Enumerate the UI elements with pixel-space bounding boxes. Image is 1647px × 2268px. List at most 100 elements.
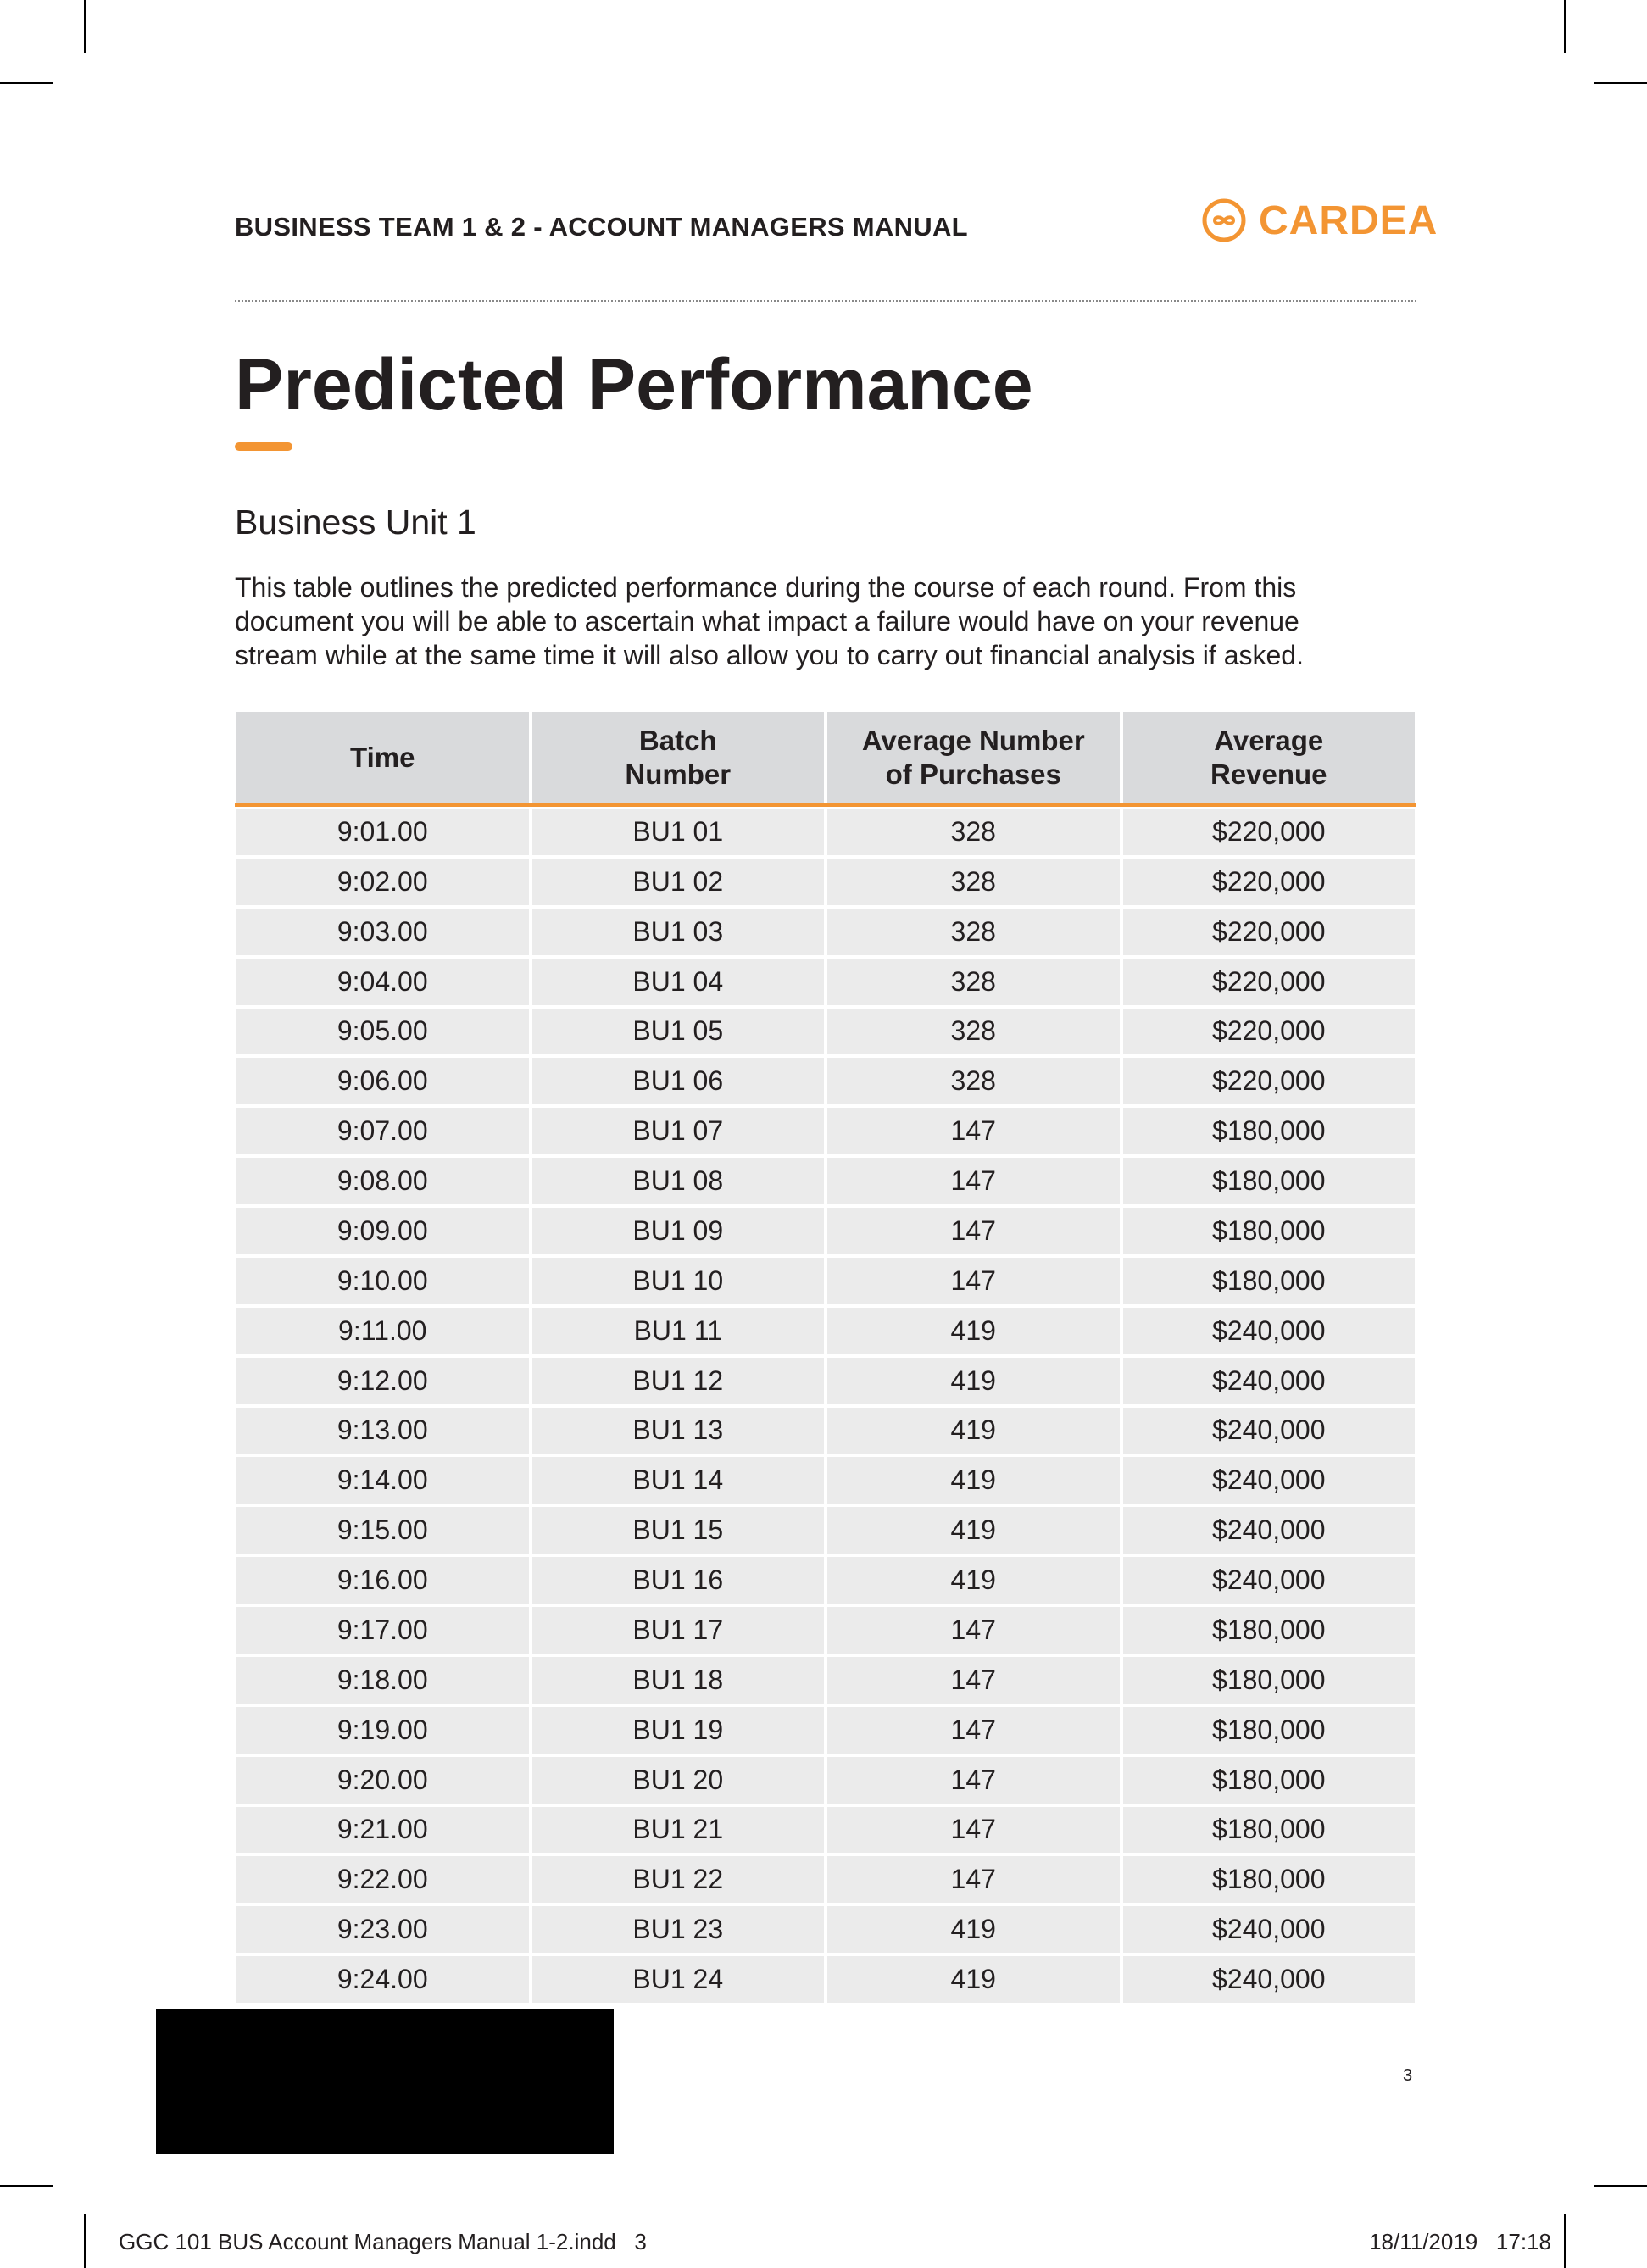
table-cell: 9:17.00 (236, 1607, 529, 1654)
table-cell: $180,000 (1122, 1108, 1415, 1155)
header-line: Time (350, 742, 415, 773)
table-cell: $240,000 (1122, 1357, 1415, 1404)
crop-mark (1594, 82, 1647, 84)
table-cell: 328 (827, 1008, 1120, 1055)
table-cell: 147 (827, 1208, 1120, 1254)
table-cell: $180,000 (1122, 1806, 1415, 1854)
column-header: Average Revenue (1122, 712, 1415, 803)
table-cell: 9:24.00 (236, 1956, 529, 2003)
table-cell: $220,000 (1122, 908, 1415, 955)
table-cell: BU1 23 (531, 1906, 824, 1954)
table-cell: 9:22.00 (236, 1856, 529, 1904)
table-cell: $180,000 (1122, 1208, 1415, 1254)
footer-file: GGC 101 BUS Account Managers Manual 1-2.… (119, 2229, 647, 2254)
table-cell: BU1 21 (531, 1806, 824, 1854)
crop-mark (1594, 2185, 1647, 2187)
table-cell: BU1 06 (531, 1058, 824, 1105)
column-header: Time (236, 712, 529, 803)
table-cell: 9:08.00 (236, 1158, 529, 1204)
table-cell: $240,000 (1122, 1507, 1415, 1554)
table-cell: BU1 11 (531, 1307, 824, 1354)
paragraph-line: stream while at the same time it will al… (235, 640, 1304, 670)
table-cell: 9:11.00 (236, 1307, 529, 1354)
header-line: Revenue (1210, 759, 1327, 790)
table-cell: $220,000 (1122, 858, 1415, 905)
paragraph: This table outlines the predicted perfor… (235, 570, 1304, 672)
crop-mark (84, 0, 86, 53)
table-cell: $180,000 (1122, 1158, 1415, 1204)
table-cell: $180,000 (1122, 1257, 1415, 1304)
table-cell: $240,000 (1122, 1956, 1415, 2003)
table-cell: 9:20.00 (236, 1756, 529, 1804)
table-cell: 147 (827, 1607, 1120, 1654)
table-cell: 9:18.00 (236, 1656, 529, 1704)
table-cell: BU1 10 (531, 1257, 824, 1304)
table-cell: BU1 07 (531, 1108, 824, 1155)
table-cell: 9:10.00 (236, 1257, 529, 1304)
table-cell: $220,000 (1122, 1008, 1415, 1055)
table-cell: BU1 14 (531, 1457, 824, 1504)
table-cell: 147 (827, 1856, 1120, 1904)
table-cell: BU1 02 (531, 858, 824, 905)
table-cell: BU1 20 (531, 1756, 824, 1804)
table-cell: 9:19.00 (236, 1706, 529, 1754)
accent-bar (235, 442, 292, 451)
table-cell: 9:09.00 (236, 1208, 529, 1254)
table-cell: 147 (827, 1756, 1120, 1804)
table-cell: $220,000 (1122, 958, 1415, 1005)
table-cell: 9:12.00 (236, 1357, 529, 1404)
crop-mark (1564, 2214, 1566, 2268)
footer-date: 18/11/2019 17:18 (1369, 2229, 1551, 2254)
table-cell: BU1 18 (531, 1656, 824, 1704)
redaction (156, 2009, 614, 2154)
table-cell: 147 (827, 1656, 1120, 1704)
table-cell: 9:02.00 (236, 858, 529, 905)
table-cell: 9:05.00 (236, 1008, 529, 1055)
table-cell: BU1 12 (531, 1357, 824, 1404)
logo: CARDEA (1201, 197, 1438, 244)
table-cell: $240,000 (1122, 1557, 1415, 1604)
header-line: Batch (638, 725, 717, 756)
table-cell: 328 (827, 958, 1120, 1005)
column-header: Average Number of Purchases (827, 712, 1120, 803)
page-title: Predicted Performance (235, 344, 1033, 425)
table-cell: BU1 13 (531, 1407, 824, 1454)
table-cell: 9:16.00 (236, 1557, 529, 1604)
table-cell: BU1 24 (531, 1956, 824, 2003)
table-cell: 9:15.00 (236, 1507, 529, 1554)
table-cell: $220,000 (1122, 1058, 1415, 1105)
table-cell: $240,000 (1122, 1906, 1415, 1954)
table-cell: $180,000 (1122, 1706, 1415, 1754)
table-cell: 419 (827, 1557, 1120, 1604)
table-cell: 419 (827, 1507, 1120, 1554)
paragraph-line: This table outlines the predicted perfor… (235, 572, 1297, 603)
table-cell: 9:21.00 (236, 1806, 529, 1854)
table-cell: 9:01.00 (236, 809, 529, 855)
crop-mark (84, 2214, 86, 2268)
header-line: of Purchases (885, 759, 1061, 790)
table-cell: 9:07.00 (236, 1108, 529, 1155)
table-cell: $240,000 (1122, 1457, 1415, 1504)
table-cell: 147 (827, 1158, 1120, 1204)
header-label: Average Revenue (1210, 724, 1327, 792)
table-cell: $180,000 (1122, 1607, 1415, 1654)
divider (235, 300, 1416, 302)
logo-text: CARDEA (1259, 197, 1438, 243)
page-number: 3 (1403, 2066, 1413, 2085)
table-cell: BU1 16 (531, 1557, 824, 1604)
table-cell: 9:13.00 (236, 1407, 529, 1454)
paragraph-line: document you will be able to ascertain w… (235, 606, 1299, 636)
crop-mark (1564, 0, 1566, 53)
table-cell: 419 (827, 1407, 1120, 1454)
table-cell: 147 (827, 1257, 1120, 1304)
table-cell: BU1 04 (531, 958, 824, 1005)
table-cell: $220,000 (1122, 809, 1415, 855)
header-line: Average Number (861, 725, 1085, 756)
table-cell: 419 (827, 1956, 1120, 2003)
table-cell: 328 (827, 908, 1120, 955)
table-cell: 147 (827, 1706, 1120, 1754)
table-cell: BU1 08 (531, 1158, 824, 1204)
header-line: Number (625, 759, 732, 790)
crop-mark (0, 2185, 53, 2187)
